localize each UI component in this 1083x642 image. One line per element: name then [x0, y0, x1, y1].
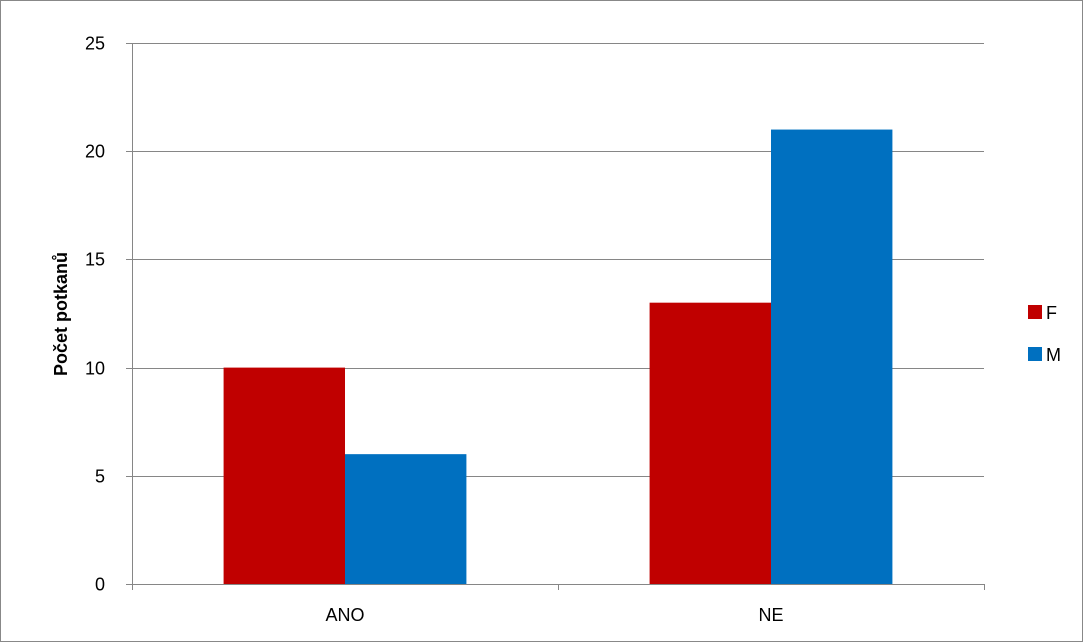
y-tick-label: 20 — [85, 142, 105, 162]
bar-m-ne — [771, 129, 893, 584]
bar-f-ano — [223, 367, 345, 584]
y-axis-title: Počet potkanů — [51, 252, 71, 376]
legend: FM — [1028, 303, 1061, 365]
x-tick-label: ANO — [325, 605, 364, 625]
bar-f-ne — [649, 302, 771, 584]
legend-swatch-m — [1028, 347, 1042, 361]
y-tick-labels: 0 5 10 15 20 25 — [85, 34, 105, 595]
x-tick-labels: ANO NE — [325, 605, 783, 625]
legend-label-m: M — [1046, 345, 1061, 365]
y-tick-label: 5 — [95, 467, 105, 487]
y-tick-label: 10 — [85, 359, 105, 379]
y-tick-label: 25 — [85, 34, 105, 54]
bar-m-ano — [345, 454, 467, 584]
axes — [126, 43, 985, 590]
y-tick-label: 0 — [95, 575, 105, 595]
legend-swatch-f — [1028, 305, 1042, 319]
legend-label-f: F — [1046, 303, 1057, 323]
y-tick-label: 15 — [85, 250, 105, 270]
bars — [223, 129, 893, 584]
x-tick-label: NE — [758, 605, 783, 625]
